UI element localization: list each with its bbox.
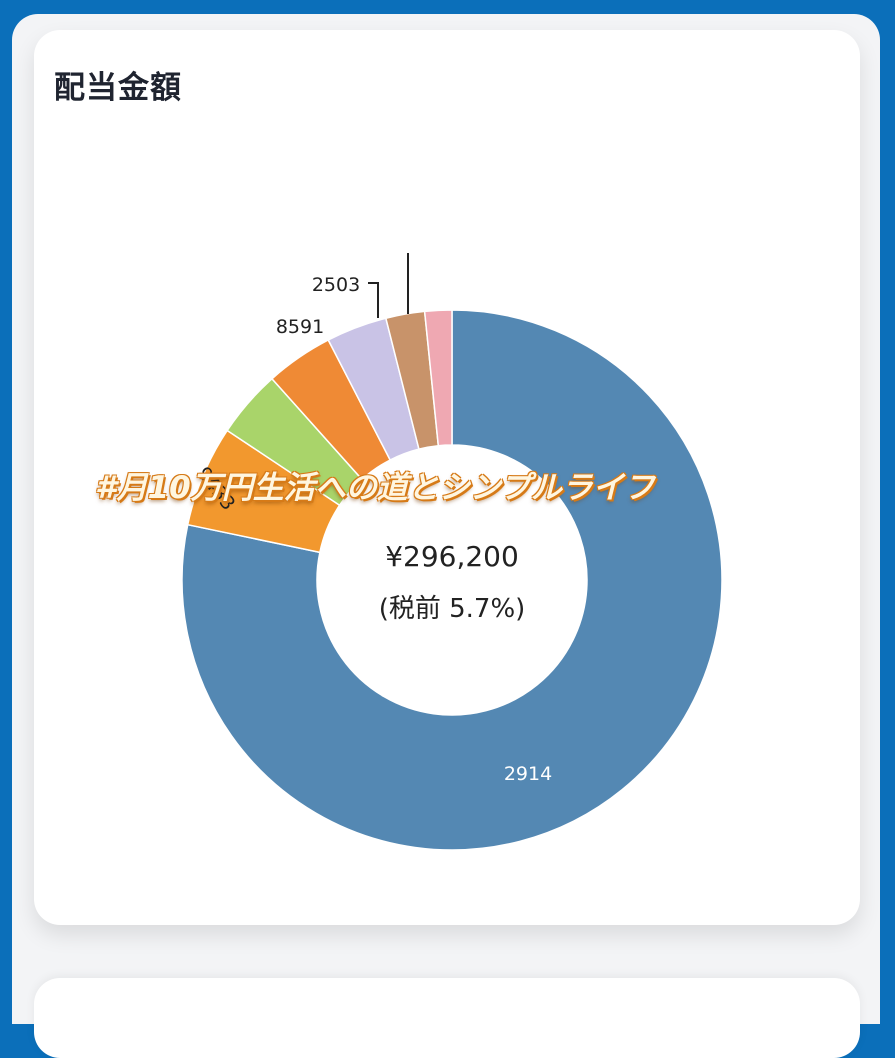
data-label-2503: 2503 <box>312 274 360 296</box>
data-label-8591: 8591 <box>276 316 324 338</box>
slice-2914 <box>181 309 723 851</box>
data-label-2914: 2914 <box>504 763 552 785</box>
card-title: 配当金額 <box>54 70 182 106</box>
blog-watermark: #月10万円生活への道とシンプルライフ <box>95 470 655 506</box>
dividend-yield: (税前 5.7%) <box>378 594 526 624</box>
total-amount: ¥296,200 <box>385 540 519 573</box>
slice-unlabeled-6 <box>423 309 453 447</box>
leader-line-2503 <box>368 282 379 318</box>
